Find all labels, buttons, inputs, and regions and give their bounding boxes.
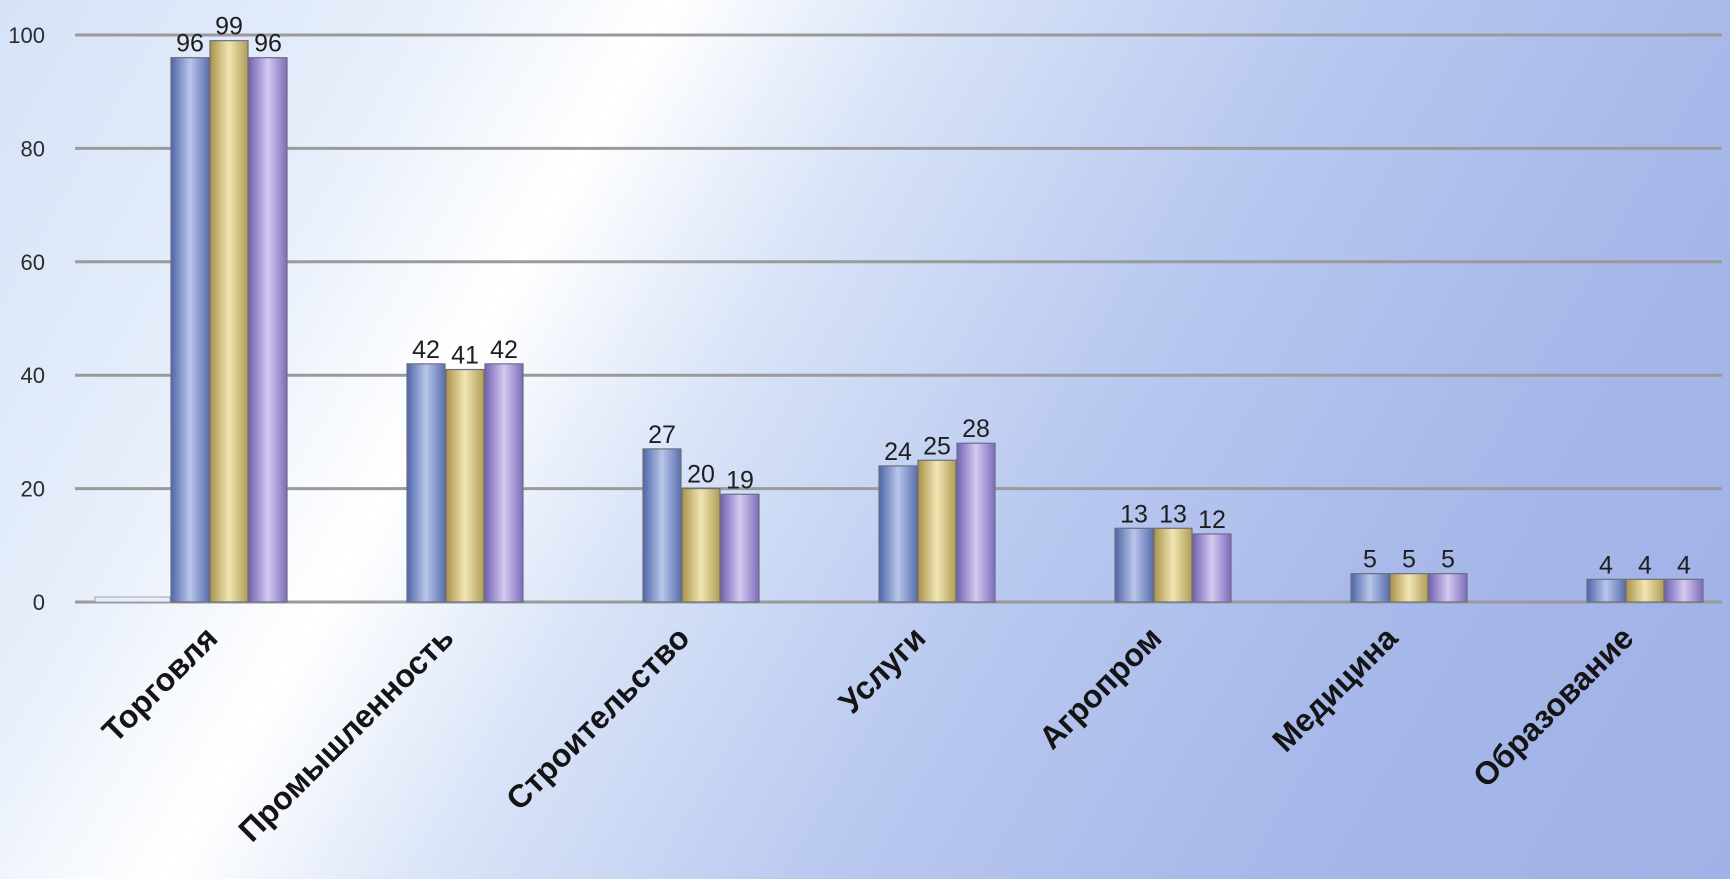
baseline-stub	[94, 596, 171, 603]
y-tick-label: 60	[21, 250, 45, 275]
data-label: 4	[1677, 551, 1691, 579]
data-label: 96	[176, 30, 204, 58]
bar	[1428, 573, 1468, 603]
y-tick-label: 20	[21, 477, 45, 502]
x-tick-label: Образование	[1466, 619, 1641, 794]
data-label: 42	[490, 336, 518, 364]
data-label: 12	[1198, 506, 1226, 534]
data-label: 25	[923, 432, 951, 460]
y-axis-ticks: 0 20 40 60 80 100	[8, 23, 45, 615]
bar	[1114, 527, 1154, 603]
bar	[720, 493, 760, 603]
y-tick-label: 0	[33, 590, 45, 615]
x-tick-label: Промышленность	[231, 619, 460, 848]
bar	[1153, 527, 1193, 603]
x-tick-label: Строительство	[499, 619, 696, 816]
data-label: 27	[648, 421, 676, 449]
data-label: 4	[1599, 551, 1613, 579]
x-tick-label: Медицина	[1265, 619, 1404, 758]
data-label: 20	[687, 461, 715, 489]
x-axis-ticks: Торговля Промышленность Строительство Услуг…	[95, 619, 1641, 848]
x-tick-label: Услуги	[832, 619, 933, 720]
data-label: 13	[1159, 500, 1187, 528]
bar	[484, 363, 524, 603]
x-tick-label: Агропром	[1032, 619, 1169, 756]
bar	[1664, 578, 1704, 603]
data-label: 5	[1402, 546, 1416, 574]
data-label: 99	[215, 13, 243, 41]
bar	[209, 40, 249, 603]
bar	[248, 57, 288, 603]
bar	[406, 363, 446, 603]
y-tick-label: 80	[21, 136, 45, 161]
y-tick-label: 40	[21, 363, 45, 388]
bar	[681, 488, 721, 603]
data-label: 5	[1441, 546, 1455, 574]
data-label: 28	[962, 415, 990, 443]
data-label: 5	[1363, 546, 1377, 574]
bar	[445, 368, 485, 603]
x-tick-label: Торговля	[95, 619, 225, 749]
bar	[170, 57, 210, 603]
bar	[1586, 578, 1626, 603]
data-label: 13	[1120, 500, 1148, 528]
bar	[956, 442, 996, 603]
data-label: 41	[451, 342, 479, 370]
bars	[170, 40, 1704, 603]
bar	[917, 459, 957, 603]
data-label: 96	[254, 30, 282, 58]
data-label: 4	[1638, 551, 1652, 579]
bar	[1389, 573, 1429, 603]
y-tick-label: 100	[8, 23, 45, 48]
data-label: 42	[412, 336, 440, 364]
data-label: 19	[726, 466, 754, 494]
bar	[1350, 573, 1390, 603]
data-label: 24	[884, 438, 912, 466]
bar	[878, 465, 918, 603]
bar	[1192, 533, 1232, 603]
bar	[642, 448, 682, 603]
bar	[1625, 578, 1665, 603]
